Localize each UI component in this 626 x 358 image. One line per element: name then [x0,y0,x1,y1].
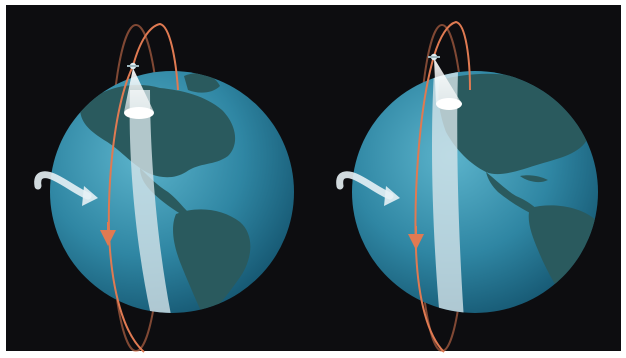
central-america-landmass [486,172,540,216]
left-globe [34,22,294,353]
curved-arrow-icon [336,171,394,200]
north-america-landmass [438,73,588,175]
south-america-landmass [173,209,251,313]
right-globe [336,20,598,353]
curved-arrow-head-right [384,186,400,206]
greenland-landmass [184,73,220,93]
footprint-left [124,107,154,119]
satellite-icon [127,62,139,70]
ground-swath-left [129,90,172,313]
orbit-top-arc-right [433,20,471,91]
caribbean-islands [520,175,548,183]
footprint-right [436,98,462,110]
sensor-cone-left [124,68,154,117]
orbit-top-arc-left [132,22,179,91]
ground-swath-right [432,72,464,313]
sensor-cone-right [434,58,462,109]
curved-arrow-icon [34,171,92,200]
satellite-icon [428,53,440,61]
curved-arrow-head-left [82,186,98,206]
